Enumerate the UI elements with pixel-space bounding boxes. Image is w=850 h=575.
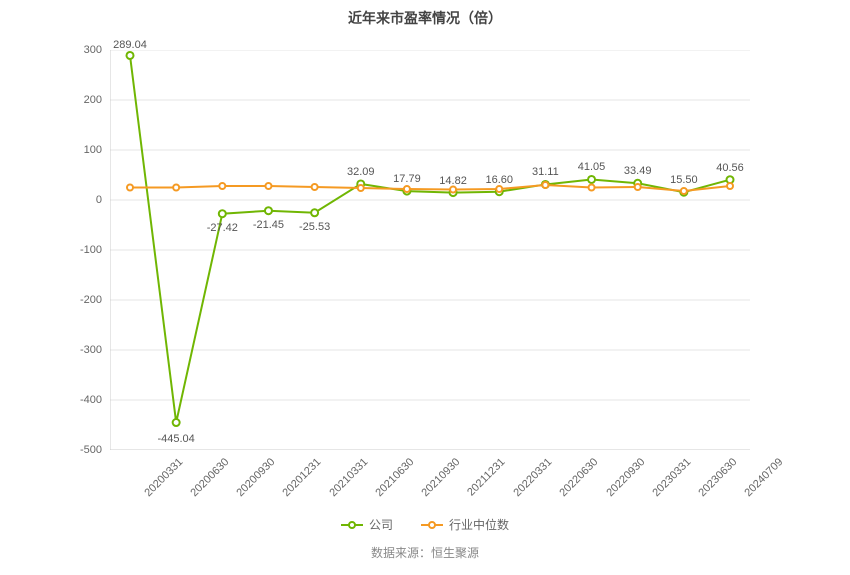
x-tick-label: 20201231: [281, 456, 324, 499]
legend-swatch-icon: [341, 520, 363, 530]
y-tick-label: -400: [80, 394, 102, 406]
data-source-label: 数据来源：恒生聚源: [0, 544, 850, 561]
x-tick-label: 20210930: [419, 456, 462, 499]
data-point-label: 289.04: [113, 39, 147, 51]
x-tick-label: 20211231: [465, 456, 508, 499]
y-tick-label: -200: [80, 294, 102, 306]
data-point-label: 14.82: [439, 175, 467, 187]
chart-title: 近年来市盈率情况（倍）: [0, 8, 850, 28]
data-labels-layer: 289.04-445.04-27.42-21.45-25.5332.0917.7…: [110, 50, 750, 450]
legend-label: 公司: [369, 516, 393, 533]
data-point-label: 15.50: [670, 174, 698, 186]
x-tick-label: 20200630: [188, 456, 231, 499]
data-point-label: 17.79: [393, 173, 421, 185]
x-tick-label: 20210331: [327, 456, 370, 499]
data-point-label: 31.11: [532, 166, 559, 178]
legend-item[interactable]: 公司: [341, 516, 393, 533]
x-tick-label: 20240709: [742, 456, 785, 499]
y-tick-label: -500: [80, 444, 102, 456]
x-tick-label: 20200930: [235, 456, 278, 499]
y-tick-label: -300: [80, 344, 102, 356]
data-point-label: 32.09: [347, 166, 375, 178]
y-axis-ticks: -500-400-300-200-1000100200300: [0, 50, 106, 450]
x-tick-label: 20210630: [373, 456, 416, 499]
x-tick-label: 20220331: [512, 456, 555, 499]
data-point-label: -27.42: [207, 222, 238, 234]
x-tick-label: 20200331: [142, 456, 185, 499]
legend: 公司 行业中位数: [0, 516, 850, 533]
pe-ratio-chart: 近年来市盈率情况（倍） -500 -400 -300 -200 -100 0 100 200 3…: [0, 0, 850, 575]
y-tick-label: 100: [84, 144, 102, 156]
legend-label: 行业中位数: [449, 516, 509, 533]
x-tick-label: 20220630: [558, 456, 601, 499]
legend-item[interactable]: 行业中位数: [421, 516, 509, 533]
y-tick-label: 0: [96, 194, 102, 206]
x-tick-label: 20230630: [696, 456, 739, 499]
y-tick-label: -100: [80, 244, 102, 256]
x-tick-label: 20230331: [650, 456, 693, 499]
data-point-label: -25.53: [299, 221, 330, 233]
data-point-label: 16.60: [485, 174, 513, 186]
legend-swatch-icon: [421, 520, 443, 530]
data-point-label: 40.56: [716, 162, 744, 174]
data-point-label: 41.05: [578, 161, 606, 173]
y-tick-label: 300: [84, 44, 102, 56]
x-tick-label: 20220930: [604, 456, 647, 499]
data-point-label: -445.04: [157, 433, 194, 445]
y-tick-label: 200: [84, 94, 102, 106]
data-point-label: 33.49: [624, 165, 652, 177]
data-point-label: -21.45: [253, 219, 284, 231]
